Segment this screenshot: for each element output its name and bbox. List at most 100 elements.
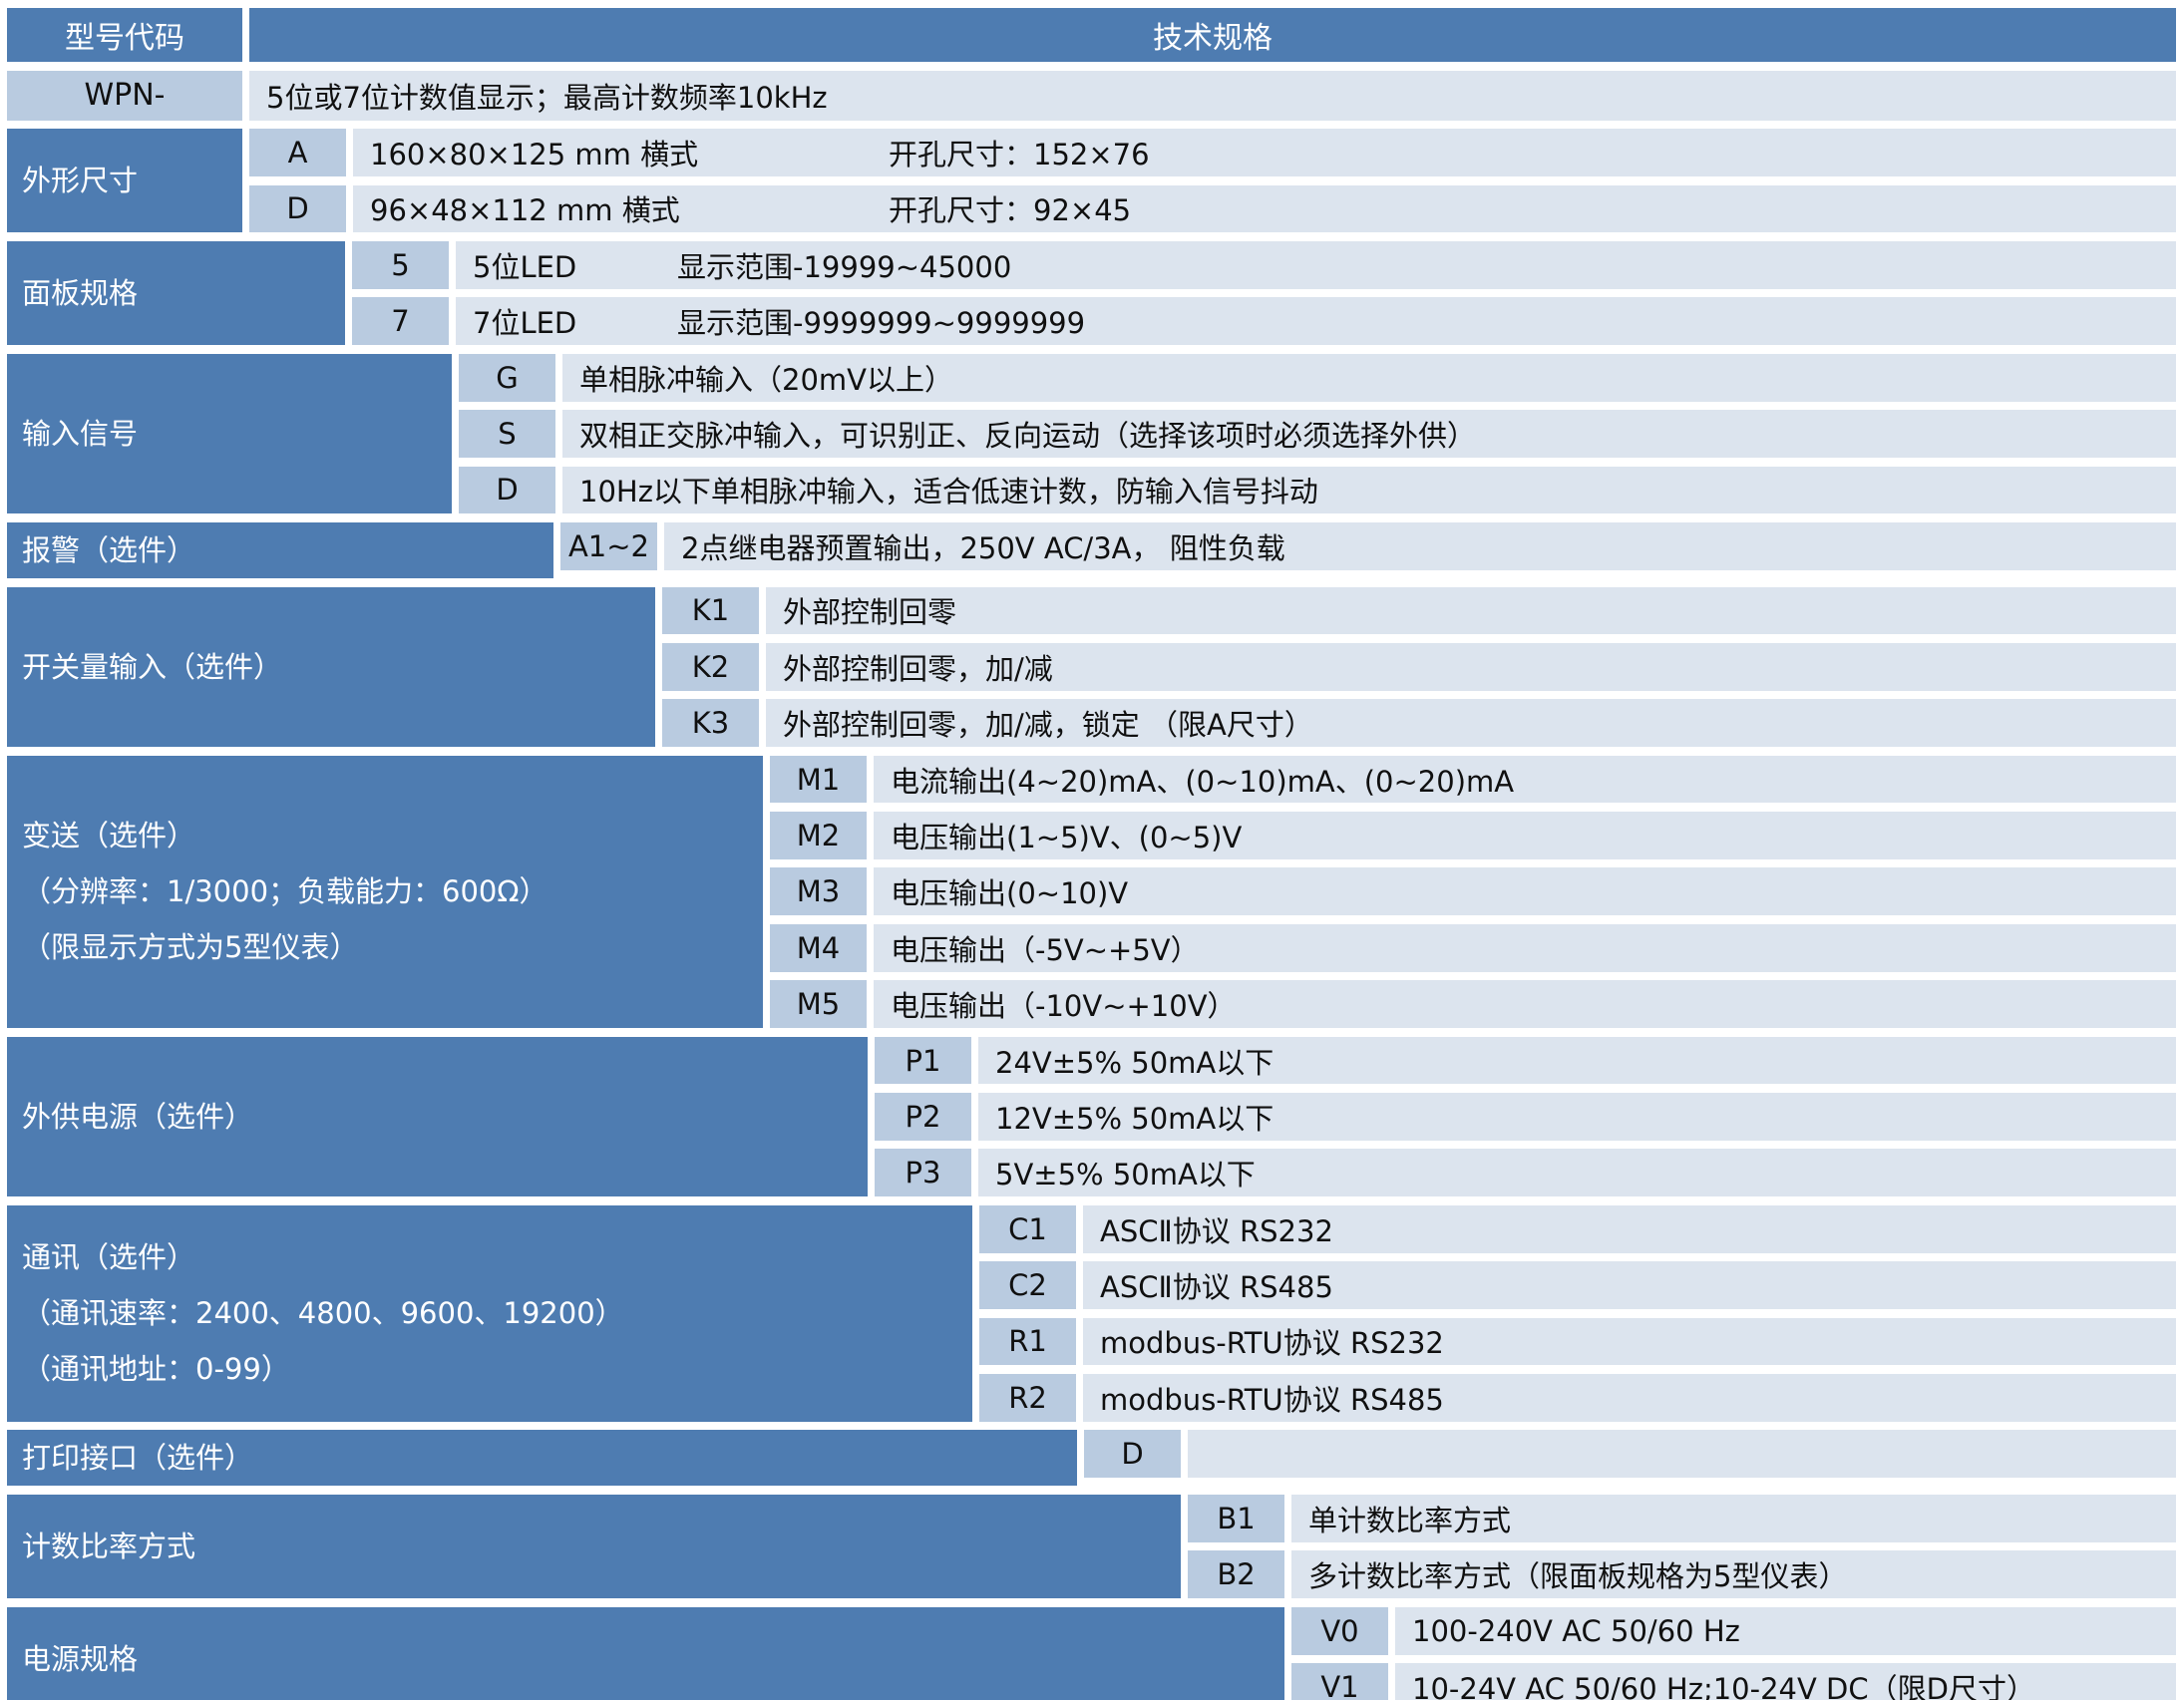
code-cell: M2 bbox=[770, 812, 867, 859]
table-row: M2 电压输出(1~5)V、(0~5)V bbox=[770, 812, 2176, 859]
table-row: V0 100-240V AC 50/60 Hz bbox=[1291, 1606, 2176, 1655]
section-header: 开关量输入（选件） bbox=[7, 586, 655, 748]
section-5: 变送（选件） （分辨率：1/3000；负载能力：600Ω） （限显示方式为5型仪表）… bbox=[7, 755, 2176, 1029]
section-rows: G 单相脉冲输入（20mV以上） S 双相正交脉冲输入，可识别正、反向运动（选择该项时… bbox=[459, 353, 2176, 514]
desc-cell: 2点继电器预置输出，250V AC/3A， 阻性负载 bbox=[664, 521, 2176, 570]
section-header-line: 计数比率方式 bbox=[22, 1530, 196, 1564]
model-code-header: 型号代码 bbox=[7, 8, 242, 62]
desc-cell: ASCⅡ协议 RS232 bbox=[1083, 1204, 2176, 1253]
desc-cell: 7位LED 显示范围-9999999~9999999 bbox=[456, 297, 2176, 346]
section-header: 外形尺寸 bbox=[7, 129, 242, 233]
section-header-line: 打印接口（选件） bbox=[22, 1441, 254, 1476]
desc-primary: 160×80×125 mm 横式 bbox=[370, 138, 699, 172]
section-rows: V0 100-240V AC 50/60 Hz V1 10-24V AC 50/60 … bbox=[1291, 1606, 2176, 1700]
tech-spec-header: 技术规格 bbox=[249, 8, 2176, 62]
code-cell: K1 bbox=[662, 586, 759, 635]
code-cell: P3 bbox=[875, 1149, 971, 1197]
table-row: K1 外部控制回零 bbox=[662, 586, 2176, 635]
desc-cell: 多计数比率方式（限面板规格为5型仪表） bbox=[1291, 1550, 2176, 1599]
desc-cell: 24V±5% 50mA以下 bbox=[978, 1036, 2176, 1085]
section-9: 计数比率方式 B1 单计数比率方式 B2 多计数比率方式（限面板规格为5型仪表） bbox=[7, 1494, 2176, 1599]
code-cell: V1 bbox=[1291, 1663, 1388, 1700]
desc-cell: 10Hz以下单相脉冲输入，适合低速计数，防输入信号抖动 bbox=[562, 466, 2176, 514]
table-row: 5 5位LED 显示范围-19999~45000 bbox=[352, 240, 2176, 289]
model-row: WPN- 5位或7位计数值显示；最高计数频率10kHz bbox=[7, 70, 2176, 121]
section-header: 通讯（选件） （通讯速率：2400、4800、9600、19200） （通讯地址：0… bbox=[7, 1204, 972, 1422]
section-header-line: （通讯速率：2400、4800、9600、19200） bbox=[22, 1296, 624, 1331]
model-desc-cell: 5位或7位计数值显示；最高计数频率10kHz bbox=[249, 70, 2176, 121]
desc-cell: ASCⅡ协议 RS485 bbox=[1083, 1261, 2176, 1309]
code-cell: M5 bbox=[770, 980, 867, 1029]
table-row: M4 电压输出（-5V~+5V） bbox=[770, 923, 2176, 972]
section-4: 开关量输入（选件） K1 外部控制回零 K2 外部控制回零，加/减 K3 外部控制回零，加/… bbox=[7, 586, 2176, 748]
table-row: K2 外部控制回零，加/减 bbox=[662, 642, 2176, 691]
model-prefix-cell: WPN- bbox=[7, 70, 242, 121]
code-cell: K2 bbox=[662, 642, 759, 691]
section-header: 电源规格 bbox=[7, 1606, 1284, 1700]
desc-cell: 外部控制回零，加/减，锁定 （限A尺寸） bbox=[766, 699, 2176, 748]
desc-cell: 5V±5% 50mA以下 bbox=[978, 1149, 2176, 1197]
code-cell: M4 bbox=[770, 923, 867, 972]
table-row: D bbox=[1084, 1430, 2176, 1479]
desc-cell: modbus-RTU协议 RS232 bbox=[1083, 1317, 2176, 1366]
code-cell: D bbox=[1084, 1430, 1181, 1479]
table-row: P1 24V±5% 50mA以下 bbox=[875, 1036, 2176, 1085]
table-row: G 单相脉冲输入（20mV以上） bbox=[459, 353, 2176, 402]
table-row: M5 电压输出（-10V~+10V） bbox=[770, 980, 2176, 1029]
section-header-line: 电源规格 bbox=[22, 1641, 139, 1676]
table-row: S 双相正交脉冲输入，可识别正、反向运动（选择该项时必须选择外供） bbox=[459, 410, 2176, 458]
section-header-line: 外供电源（选件） bbox=[22, 1099, 254, 1134]
table-row: B1 单计数比率方式 bbox=[1188, 1494, 2176, 1542]
desc-cell: 电压输出（-10V~+10V） bbox=[874, 980, 2176, 1029]
section-rows: B1 单计数比率方式 B2 多计数比率方式（限面板规格为5型仪表） bbox=[1188, 1494, 2176, 1599]
table-row: B2 多计数比率方式（限面板规格为5型仪表） bbox=[1188, 1550, 2176, 1599]
header-row: 型号代码 技术规格 bbox=[7, 8, 2176, 62]
code-cell: V0 bbox=[1291, 1606, 1388, 1655]
section-rows: D bbox=[1084, 1430, 2176, 1486]
code-cell: C2 bbox=[979, 1261, 1076, 1309]
desc-primary: 7位LED bbox=[473, 306, 577, 341]
code-cell: P2 bbox=[875, 1093, 971, 1141]
code-cell: 5 bbox=[352, 240, 449, 289]
code-cell: G bbox=[459, 353, 555, 402]
desc-cell: 电压输出（-5V~+5V） bbox=[874, 923, 2176, 972]
section-header-line: 面板规格 bbox=[22, 276, 139, 311]
desc-secondary: 显示范围-19999~45000 bbox=[677, 249, 1012, 284]
section-7: 通讯（选件） （通讯速率：2400、4800、9600、19200） （通讯地址：0… bbox=[7, 1204, 2176, 1422]
code-cell: A1~2 bbox=[560, 521, 657, 570]
section-header: 报警（选件） bbox=[7, 521, 553, 578]
code-cell: M3 bbox=[770, 867, 867, 916]
desc-cell: 电压输出(1~5)V、(0~5)V bbox=[874, 812, 2176, 859]
section-rows: K1 外部控制回零 K2 外部控制回零，加/减 K3 外部控制回零，加/减，锁定 （限A尺… bbox=[662, 586, 2176, 748]
section-rows: C1 ASCⅡ协议 RS232 C2 ASCⅡ协议 RS485 R1 modbus-RTU… bbox=[979, 1204, 2176, 1422]
section-rows: 5 5位LED 显示范围-19999~45000 7 7位LED 显示范围-9999999… bbox=[352, 240, 2176, 346]
section-8: 打印接口（选件） D bbox=[7, 1430, 2176, 1487]
code-cell: B1 bbox=[1188, 1494, 1284, 1542]
desc-cell: 12V±5% 50mA以下 bbox=[978, 1093, 2176, 1141]
section-header-line: 开关量输入（选件） bbox=[22, 649, 283, 684]
code-cell: M1 bbox=[770, 755, 867, 804]
desc-cell: 160×80×125 mm 横式 开孔尺寸：152×76 bbox=[353, 129, 2176, 176]
section-header: 外供电源（选件） bbox=[7, 1036, 868, 1197]
code-cell: R2 bbox=[979, 1373, 1076, 1422]
code-cell: C1 bbox=[979, 1204, 1076, 1253]
section-rows: A1~2 2点继电器预置输出，250V AC/3A， 阻性负载 bbox=[560, 521, 2176, 578]
desc-cell: 双相正交脉冲输入，可识别正、反向运动（选择该项时必须选择外供） bbox=[562, 410, 2176, 458]
table-row: M1 电流输出(4~20)mA、(0~10)mA、(0~20)mA bbox=[770, 755, 2176, 804]
code-cell: B2 bbox=[1188, 1550, 1284, 1599]
section-header-line: （通讯地址：0-99） bbox=[22, 1352, 290, 1387]
code-cell: R1 bbox=[979, 1317, 1076, 1366]
table-row: V1 10-24V AC 50/60 Hz;10-24V DC（限D尺寸） bbox=[1291, 1663, 2176, 1700]
section-header-line: 外形尺寸 bbox=[22, 164, 139, 198]
code-cell: D bbox=[459, 466, 555, 514]
desc-cell: 单相脉冲输入（20mV以上） bbox=[562, 353, 2176, 402]
section-header: 计数比率方式 bbox=[7, 1494, 1181, 1599]
table-row: R2 modbus-RTU协议 RS485 bbox=[979, 1373, 2176, 1422]
section-header-line: 变送（选件） bbox=[22, 819, 196, 853]
section-rows: P1 24V±5% 50mA以下 P2 12V±5% 50mA以下 P3 5V±5% 50… bbox=[875, 1036, 2176, 1197]
desc-secondary: 开孔尺寸：152×76 bbox=[889, 138, 1150, 172]
table-row: D 10Hz以下单相脉冲输入，适合低速计数，防输入信号抖动 bbox=[459, 466, 2176, 514]
section-header: 面板规格 bbox=[7, 240, 345, 346]
desc-cell: 单计数比率方式 bbox=[1291, 1494, 2176, 1542]
